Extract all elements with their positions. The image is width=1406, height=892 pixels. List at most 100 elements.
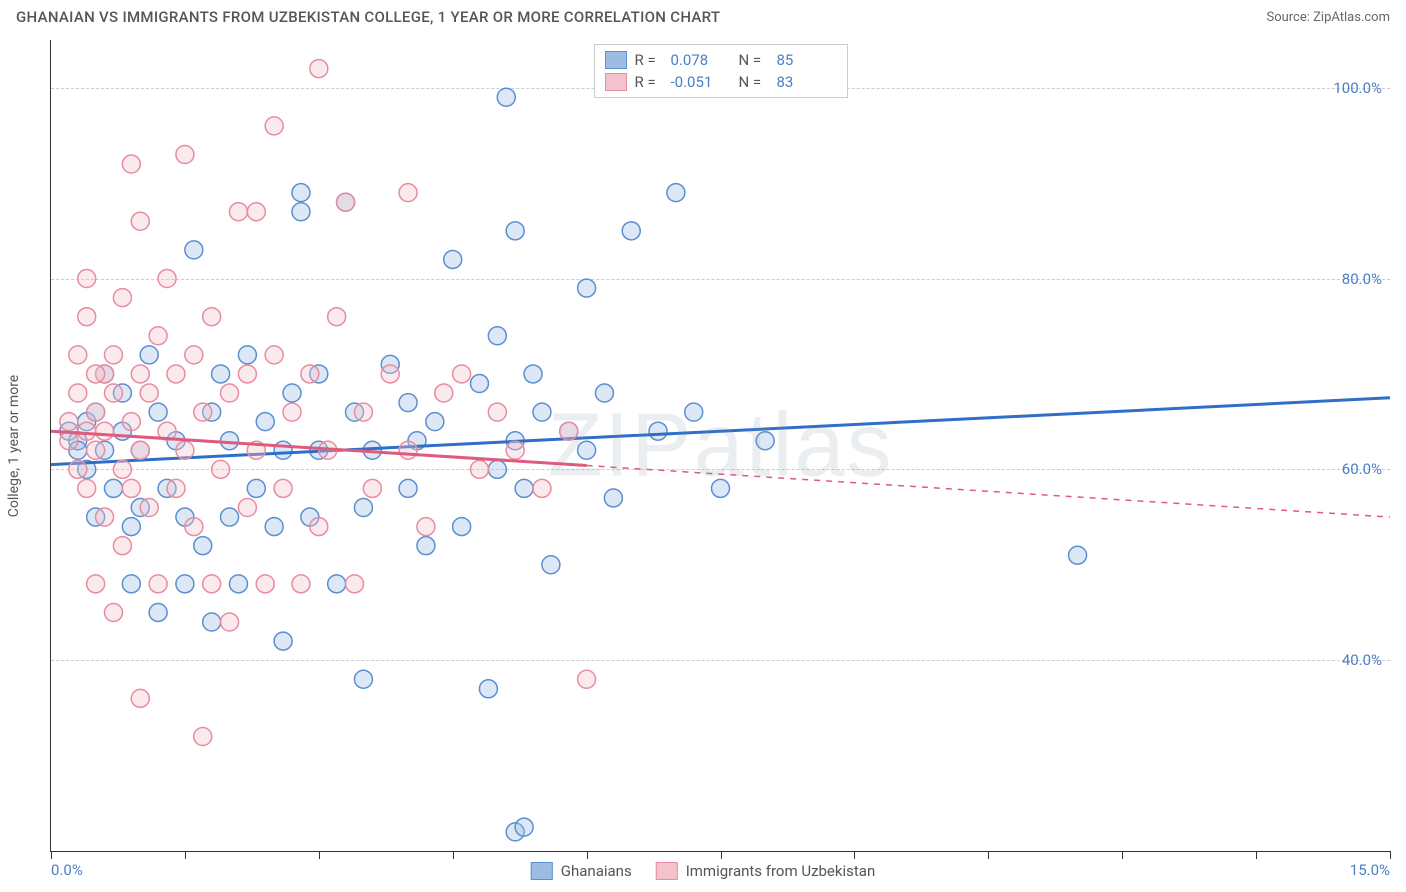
x-tick	[1256, 851, 1257, 859]
scatter-point	[399, 441, 417, 459]
scatter-point	[167, 479, 185, 497]
legend-bottom-swatch-1	[656, 862, 678, 880]
scatter-point	[604, 489, 622, 507]
legend-swatch-0	[605, 51, 627, 69]
scatter-point	[578, 441, 596, 459]
legend-bottom-item-0: Ghanaians	[531, 862, 632, 880]
scatter-point	[78, 270, 96, 288]
scatter-point	[203, 308, 221, 326]
scatter-point	[515, 479, 533, 497]
scatter-point	[96, 508, 114, 526]
scatter-point	[685, 403, 703, 421]
scatter-point	[122, 479, 140, 497]
scatter-point	[1069, 546, 1087, 564]
legend-row-series-1: R = -0.051 N = 83	[605, 71, 837, 93]
scatter-point	[131, 689, 149, 707]
legend-swatch-1	[605, 73, 627, 91]
trend-line-dashed	[587, 466, 1390, 518]
scatter-point	[176, 145, 194, 163]
scatter-point	[229, 203, 247, 221]
scatter-point	[595, 384, 613, 402]
legend-bottom-item-1: Immigrants from Uzbekistan	[656, 862, 876, 880]
scatter-point	[488, 460, 506, 478]
scatter-point	[265, 117, 283, 135]
scatter-point	[238, 499, 256, 517]
legend-bottom: Ghanaians Immigrants from Uzbekistan	[531, 862, 875, 880]
scatter-point	[649, 422, 667, 440]
scatter-point	[363, 479, 381, 497]
scatter-point	[185, 518, 203, 536]
scatter-point	[256, 575, 274, 593]
scatter-point	[417, 518, 435, 536]
scatter-point	[131, 365, 149, 383]
scatter-point	[578, 670, 596, 688]
scatter-point	[399, 184, 417, 202]
scatter-point	[221, 508, 239, 526]
legend-bottom-label-0: Ghanaians	[561, 862, 632, 880]
scatter-point	[167, 365, 185, 383]
scatter-point	[78, 422, 96, 440]
scatter-point	[238, 365, 256, 383]
scatter-point	[247, 203, 265, 221]
scatter-point	[122, 518, 140, 536]
scatter-point	[381, 365, 399, 383]
scatter-point	[533, 403, 551, 421]
scatter-point	[212, 460, 230, 478]
scatter-point	[399, 394, 417, 412]
legend-n-value-0: 85	[777, 51, 837, 69]
scatter-point	[176, 441, 194, 459]
scatter-point	[247, 479, 265, 497]
scatter-point	[194, 537, 212, 555]
scatter-point	[328, 308, 346, 326]
scatter-point	[444, 250, 462, 268]
scatter-point	[131, 441, 149, 459]
scatter-point	[435, 384, 453, 402]
scatter-point	[69, 384, 87, 402]
scatter-point	[292, 184, 310, 202]
scatter-point	[122, 413, 140, 431]
scatter-point	[149, 603, 167, 621]
x-tick	[185, 851, 186, 859]
scatter-point	[310, 518, 328, 536]
scatter-point	[417, 537, 435, 555]
scatter-point	[354, 403, 372, 421]
x-tick	[1122, 851, 1123, 859]
scatter-point	[453, 518, 471, 536]
scatter-point	[69, 460, 87, 478]
scatter-point	[328, 575, 346, 593]
scatter-point	[87, 403, 105, 421]
scatter-point	[60, 432, 78, 450]
scatter-point	[515, 818, 533, 836]
scatter-point	[158, 270, 176, 288]
scatter-point	[122, 575, 140, 593]
scatter-point	[497, 88, 515, 106]
scatter-point	[104, 603, 122, 621]
scatter-point	[149, 403, 167, 421]
x-tick	[988, 851, 989, 859]
scatter-point	[506, 441, 524, 459]
x-tick	[721, 851, 722, 859]
scatter-point	[203, 613, 221, 631]
scatter-point	[131, 212, 149, 230]
scatter-point	[488, 327, 506, 345]
legend-n-value-1: 83	[777, 73, 837, 91]
scatter-point	[87, 441, 105, 459]
scatter-point	[221, 384, 239, 402]
scatter-point	[221, 432, 239, 450]
scatter-point	[122, 155, 140, 173]
scatter-point	[470, 374, 488, 392]
scatter-point	[399, 479, 417, 497]
x-tick	[51, 851, 52, 859]
scatter-point	[87, 575, 105, 593]
chart-svg	[51, 40, 1390, 851]
chart-plot-area: ZIPatlas R = 0.078 N = 85 R = -0.051 N =…	[50, 40, 1390, 852]
scatter-point	[488, 403, 506, 421]
legend-n-label-1: N =	[739, 73, 769, 91]
scatter-point	[283, 384, 301, 402]
scatter-point	[542, 556, 560, 574]
scatter-point	[506, 222, 524, 240]
scatter-point	[104, 346, 122, 364]
scatter-point	[149, 327, 167, 345]
scatter-point	[176, 575, 194, 593]
x-tick	[854, 851, 855, 859]
